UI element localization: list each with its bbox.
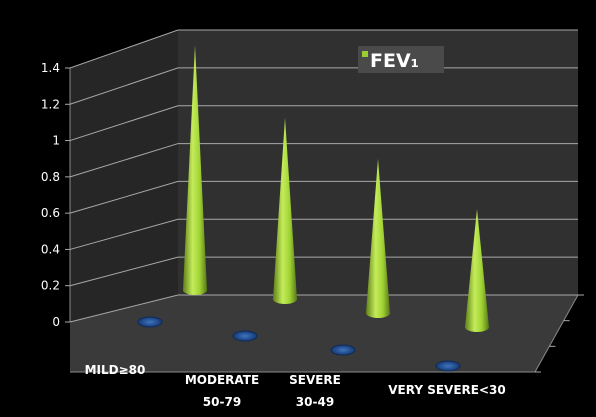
gridline <box>69 256 578 287</box>
y-tick-label: 0.2 <box>41 279 60 293</box>
fev1-cone <box>465 209 489 332</box>
x-tick-label-line: 50-79 <box>203 395 241 409</box>
gridline <box>69 29 578 69</box>
gridline <box>69 143 578 178</box>
x-tick-label-line: 30-49 <box>296 395 334 409</box>
x-tick-label: VERY SEVERE<30 <box>388 383 505 397</box>
x-tick-label: MILD≥80 <box>85 363 146 377</box>
cone-body <box>183 45 207 296</box>
x-tick-label: MODERATE 50-79 <box>185 373 259 409</box>
x-tick-labels: MILD≥80 MODERATE 50-79 SEVERE 30-49 VERY SEVE… <box>85 363 506 409</box>
gridline <box>69 218 578 250</box>
y-tick-label: 0.4 <box>41 242 60 256</box>
legend-background <box>358 46 444 73</box>
fev1-cones <box>183 45 489 332</box>
cone-body <box>366 158 390 318</box>
zero-series-marker <box>330 344 356 356</box>
y-tick-label: 0 <box>52 315 60 329</box>
zero-series-markers <box>137 316 461 372</box>
legend: FEV₁ <box>358 46 444 73</box>
zero-series-marker <box>137 316 163 328</box>
y-tick-label: 1.4 <box>41 61 60 75</box>
y-tick-label: 1 <box>52 134 60 148</box>
fev1-cone <box>183 45 207 296</box>
cone-body <box>273 117 297 304</box>
x-tick-label-line: MODERATE <box>185 373 259 387</box>
y-tick-labels: 0 0.2 0.4 0.6 0.8 1 1.2 1.4 <box>41 61 70 329</box>
x-tick-label: SEVERE 30-49 <box>289 373 341 409</box>
gridline <box>69 105 578 142</box>
gridline <box>69 294 578 323</box>
side-wall <box>70 30 178 322</box>
legend-label: FEV₁ <box>370 50 419 72</box>
depth-axis-ticks <box>535 294 584 373</box>
y-tick-label: 0.6 <box>41 206 60 220</box>
gridline <box>69 180 578 214</box>
y-tick-label: 1.2 <box>41 97 60 111</box>
gridline <box>69 67 578 105</box>
floor <box>70 295 578 372</box>
y-tick-label: 0.8 <box>41 170 60 184</box>
fev1-cone <box>273 117 297 304</box>
gridlines <box>69 29 578 323</box>
legend-swatch <box>362 51 368 57</box>
x-tick-label-line: MILD≥80 <box>85 363 146 377</box>
depth-axis-line <box>534 294 579 373</box>
x-tick-label-line: SEVERE <box>289 373 341 387</box>
zero-series-marker <box>232 330 258 342</box>
x-tick-label-line: VERY SEVERE<30 <box>388 383 505 397</box>
cone-body <box>465 209 489 332</box>
zero-series-marker <box>435 360 461 372</box>
fev1-cone <box>366 158 390 318</box>
